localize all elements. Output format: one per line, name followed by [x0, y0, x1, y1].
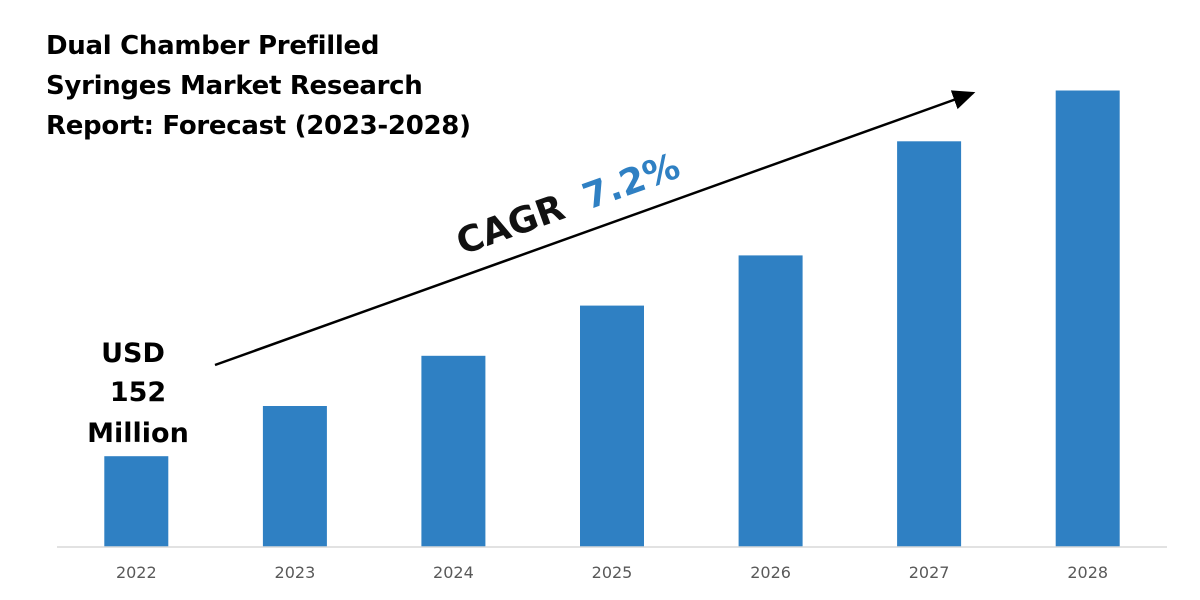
- bar-2025: [580, 305, 644, 547]
- x-tick-label-2025: 2025: [592, 563, 633, 582]
- title-line-3: Report: Forecast (2023-2028): [46, 111, 471, 141]
- x-tick-label-2023: 2023: [275, 563, 316, 582]
- value-label-line-3: Million: [87, 418, 189, 449]
- bar-2026: [738, 255, 803, 547]
- title-line-2: Syringes Market Research: [46, 71, 423, 101]
- value-label-line-2: 152: [110, 377, 166, 408]
- cagr-annotation: CAGR 7.2%: [451, 146, 685, 263]
- bar-2023: [262, 406, 327, 547]
- x-tick-label-2028: 2028: [1067, 563, 1108, 582]
- x-tick-label-2026: 2026: [750, 563, 791, 582]
- first-bar-value-label: USD 152 Million: [87, 338, 189, 449]
- cagr-label: CAGR: [451, 187, 570, 263]
- bar-2024: [421, 355, 486, 547]
- x-tick-label-2024: 2024: [433, 563, 474, 582]
- cagr-value: 7.2%: [577, 146, 685, 218]
- x-tick-label-2027: 2027: [909, 563, 950, 582]
- trend-arrow: [214, 90, 976, 367]
- bar-2022: [104, 456, 169, 547]
- bar-2027: [897, 141, 962, 548]
- title-line-1: Dual Chamber Prefilled: [46, 31, 380, 61]
- chart-title: Dual Chamber Prefilled Syringes Market R…: [46, 26, 566, 146]
- bar-2028: [1055, 90, 1120, 547]
- value-label-line-1: USD: [101, 338, 165, 369]
- x-tick-label-2022: 2022: [116, 563, 157, 582]
